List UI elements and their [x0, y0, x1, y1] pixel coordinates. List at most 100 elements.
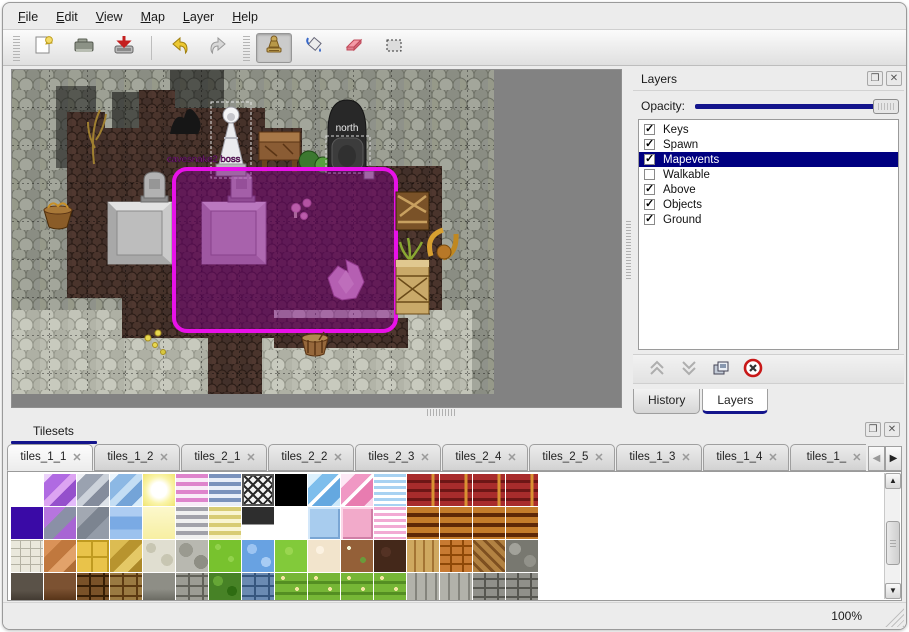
close-tab-icon[interactable]: ✕ — [420, 452, 430, 464]
dock-tab-history[interactable]: History — [633, 389, 701, 414]
tile-brickOrange[interactable] — [440, 540, 472, 572]
tile-thinPink[interactable] — [374, 507, 406, 539]
undo-button[interactable] — [161, 33, 197, 63]
tile-stonesGray[interactable] — [176, 540, 208, 572]
tile-redWall[interactable] — [506, 474, 538, 506]
tile-stonesYellow[interactable] — [110, 540, 142, 572]
tile-paleYellow[interactable] — [143, 507, 175, 539]
tile-darkBrown[interactable] — [374, 540, 406, 572]
close-tab-icon[interactable]: ✕ — [681, 452, 691, 464]
fill-tool-button[interactable] — [296, 33, 332, 63]
close-tab-icon[interactable]: ✕ — [72, 452, 82, 464]
tile-empty[interactable] — [11, 474, 43, 506]
menu-edit[interactable]: Edit — [56, 9, 78, 24]
tile-grassRow[interactable] — [374, 573, 406, 600]
tile-cobbleOrange[interactable] — [44, 540, 76, 572]
layer-row-mapevents[interactable]: ✓ Mapevents — [639, 152, 898, 167]
close-tab-icon[interactable]: ✕ — [852, 452, 862, 464]
tile-black[interactable] — [275, 474, 307, 506]
tile-grass[interactable] — [209, 540, 241, 572]
close-tab-icon[interactable]: ✕ — [333, 452, 343, 464]
layer-row-keys[interactable]: ✓ Keys — [639, 122, 898, 137]
scroll-tabs-right-button[interactable]: ▶ — [885, 446, 902, 471]
tile-stoneDark[interactable] — [11, 573, 43, 600]
layer-row-walkable[interactable]: Walkable — [639, 167, 898, 182]
tile-iceBlue[interactable] — [308, 474, 340, 506]
tile-brickBrown[interactable] — [77, 573, 109, 600]
resize-grip[interactable] — [884, 607, 904, 627]
layer-checkbox[interactable]: ✓ — [644, 153, 655, 165]
tile-thinBlue[interactable] — [374, 474, 406, 506]
close-tab-icon[interactable]: ✕ — [507, 452, 517, 464]
tile-stripeYellow[interactable] — [209, 507, 241, 539]
tileset-tab-tiles_1_3[interactable]: tiles_1_3 ✕ — [616, 444, 702, 471]
layer-checkbox[interactable]: ✓ — [644, 123, 655, 135]
scrollbar-thumb[interactable] — [886, 521, 900, 565]
tile-redWall[interactable] — [407, 474, 439, 506]
tile-planks[interactable] — [407, 540, 439, 572]
tile-water2[interactable] — [242, 540, 274, 572]
tileset-scrollbar[interactable]: ▲ ▼ — [884, 473, 901, 599]
tile-brownWall[interactable] — [473, 507, 505, 539]
tile-grassRow[interactable] — [275, 573, 307, 600]
tile-redWall[interactable] — [440, 474, 472, 506]
tileset-tab-tiles_2_2[interactable]: tiles_2_2 ✕ — [268, 444, 354, 471]
layer-checkbox[interactable] — [644, 169, 655, 180]
opacity-slider-handle[interactable] — [873, 99, 899, 114]
tile-pebblesWhite[interactable] — [143, 540, 175, 572]
select-tool-button[interactable] — [376, 33, 412, 63]
tile-stripeBlue[interactable] — [209, 474, 241, 506]
tile-stripePink[interactable] — [176, 474, 208, 506]
layer-checkbox[interactable]: ✓ — [644, 138, 655, 150]
scroll-down-icon[interactable]: ▼ — [885, 583, 901, 599]
layer-checkbox[interactable]: ✓ — [644, 198, 655, 210]
tileset-tab-tiles_2_4[interactable]: tiles_2_4 ✕ — [442, 444, 528, 471]
delete-layer-button[interactable] — [743, 358, 763, 381]
tile-indigo[interactable] — [11, 507, 43, 539]
new-button[interactable] — [26, 33, 62, 63]
horizontal-splitter[interactable] — [427, 409, 457, 416]
tile-panelBlue[interactable] — [308, 507, 340, 539]
tile-redWall[interactable] — [473, 474, 505, 506]
tile-brickGray[interactable] — [176, 573, 208, 600]
tile-grass2[interactable] — [275, 540, 307, 572]
tile-brownWall[interactable] — [407, 507, 439, 539]
tile-icePink[interactable] — [341, 474, 373, 506]
tile-stonePath[interactable] — [11, 540, 43, 572]
close-tab-icon[interactable]: ✕ — [246, 452, 256, 464]
tileset-tab-tiles_1_4[interactable]: tiles_1_4 ✕ — [703, 444, 789, 471]
tile-plankGray[interactable] — [440, 573, 472, 600]
menu-view[interactable]: View — [95, 9, 123, 24]
tile-pebblesGray[interactable] — [506, 540, 538, 572]
scroll-tabs-left-button[interactable]: ◀ — [868, 446, 885, 471]
tile-brickTan[interactable] — [110, 573, 142, 600]
tile-herringbone[interactable] — [473, 540, 505, 572]
layer-checkbox[interactable]: ✓ — [644, 183, 655, 195]
eraser-tool-button[interactable] — [336, 33, 372, 63]
tile-stripeGray[interactable] — [176, 507, 208, 539]
tile-crysGray[interactable] — [77, 474, 109, 506]
open-button[interactable] — [66, 33, 102, 63]
layer-row-above[interactable]: ✓ Above — [639, 182, 898, 197]
close-panel-icon[interactable]: ✕ — [884, 422, 900, 437]
tileset-tab-tiles_2_5[interactable]: tiles_2_5 ✕ — [529, 444, 615, 471]
tile-crysBlue[interactable] — [110, 474, 142, 506]
tile-crysPurple2[interactable] — [44, 507, 76, 539]
tile-crysPurple[interactable] — [44, 474, 76, 506]
tile-brickGray2[interactable] — [473, 573, 505, 600]
layer-row-spawn[interactable]: ✓ Spawn — [639, 137, 898, 152]
tileset-tab-tiles_2_1[interactable]: tiles_2_1 ✕ — [181, 444, 267, 471]
tile-sand[interactable] — [308, 540, 340, 572]
tile-signDark[interactable] — [242, 507, 274, 539]
dock-tab-layers[interactable]: Layers — [702, 389, 769, 414]
tile-brownWall[interactable] — [506, 507, 538, 539]
menu-map[interactable]: Map — [140, 9, 165, 24]
float-panel-icon[interactable]: ❐ — [865, 422, 881, 437]
map-canvas[interactable]: north cavesnake2 boss — [11, 69, 622, 408]
tile-brownWall[interactable] — [440, 507, 472, 539]
layer-row-ground[interactable]: ✓ Ground — [639, 212, 898, 227]
tile-water[interactable] — [110, 507, 142, 539]
save-button[interactable] — [106, 33, 142, 63]
tile-hedge[interactable] — [209, 573, 241, 600]
tile-glowYellow[interactable] — [143, 474, 175, 506]
